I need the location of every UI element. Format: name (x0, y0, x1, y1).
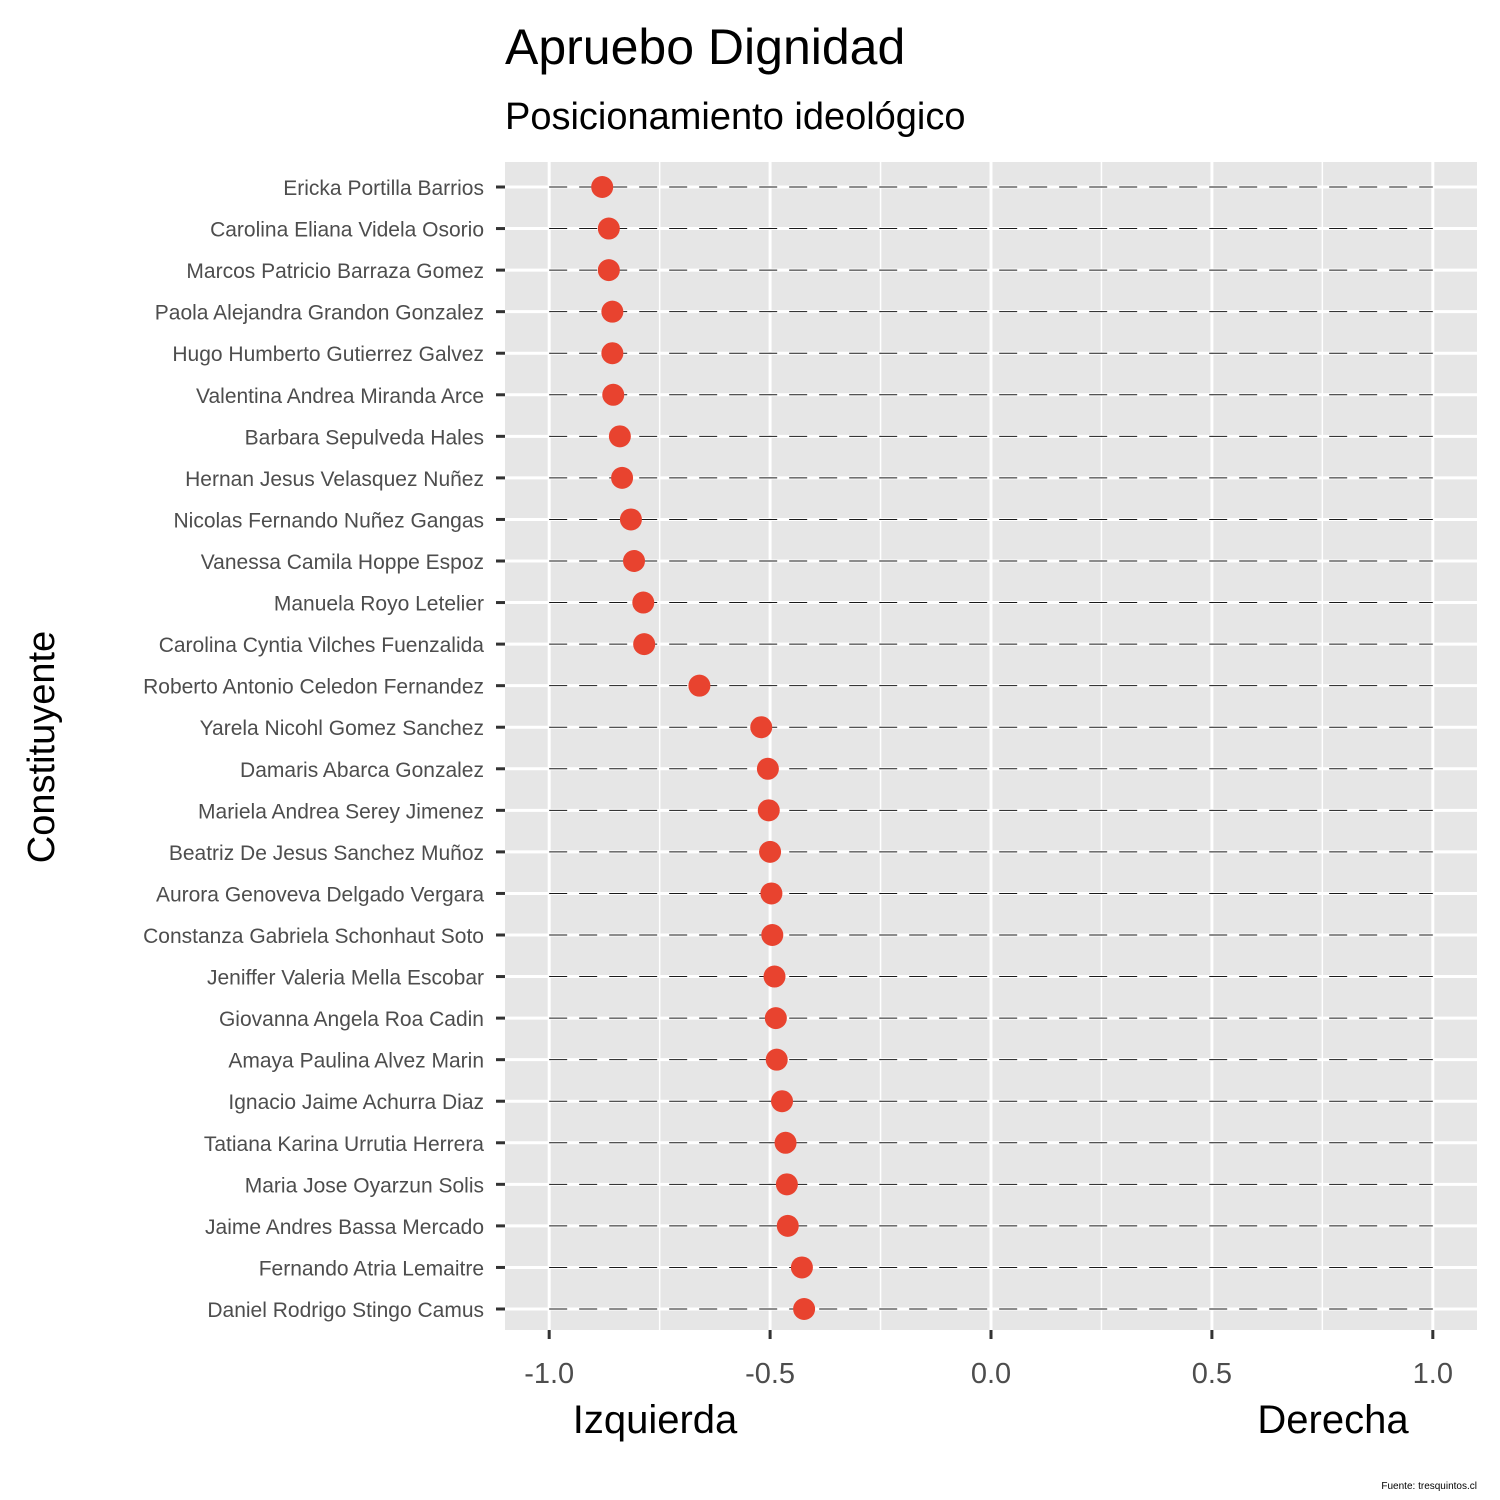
y-tick-label: Jaime Andres Bassa Mercado (205, 1216, 484, 1239)
y-tick-label: Paola Alejandra Grandon Gonzalez (155, 302, 484, 325)
chart-title: Apruebo Dignidad (505, 19, 905, 75)
data-point (759, 840, 782, 863)
y-tick-label: Constanza Gabriela Schonhaut Soto (143, 925, 484, 948)
grid-minor (658, 162, 1324, 1330)
data-point (591, 176, 614, 198)
y-tick-label: Mariela Andrea Serey Jimenez (198, 800, 484, 823)
data-point (597, 259, 620, 282)
data-point (608, 425, 631, 448)
y-tick-label: Barbara Sepulveda Hales (245, 426, 484, 449)
y-tick-label: Ericka Portilla Barrios (283, 177, 484, 200)
data-point (764, 1007, 787, 1030)
data-point (633, 633, 656, 656)
y-tick-label: Vanessa Camila Hoppe Espoz (201, 551, 484, 574)
data-point (774, 1131, 797, 1154)
data-point (775, 1173, 798, 1196)
data-point (601, 300, 624, 323)
y-tick-label: Carolina Cyntia Vilches Fuenzalida (159, 634, 485, 657)
y-tick-label: Tatiana Karina Urrutia Herrera (204, 1133, 484, 1156)
data-point (761, 924, 784, 946)
y-tick-label: Manuela Royo Letelier (274, 593, 484, 616)
data-point (771, 1090, 794, 1113)
y-tick-label: Amaya Paulina Alvez Marin (228, 1050, 484, 1073)
y-tick-label: Marcos Patricio Barraza Gomez (186, 260, 484, 283)
y-tick-label: Carolina Eliana Videla Osorio (210, 219, 484, 242)
y-tick-label: Giovanna Angela Roa Cadin (219, 1008, 484, 1031)
data-point (776, 1214, 799, 1237)
data-point (765, 1048, 788, 1071)
x-tick-label: -1.0 (524, 1358, 574, 1390)
data-point (790, 1256, 813, 1279)
y-tick-label: Fernando Atria Lemaitre (259, 1257, 484, 1280)
y-axis-title: Constituyente (21, 631, 63, 863)
data-point (763, 965, 786, 988)
y-tick-label: Jeniffer Valeria Mella Escobar (207, 967, 484, 990)
x-tick-label: -0.5 (745, 1358, 795, 1390)
x-tick-label: 0.5 (1192, 1358, 1232, 1390)
segment-lines (549, 186, 1433, 1310)
x-tick-label: 0.0 (971, 1358, 1011, 1390)
data-point (611, 466, 634, 489)
data-point (750, 716, 773, 739)
data-point (632, 591, 655, 614)
y-tick-label: Beatriz De Jesus Sanchez Muñoz (169, 842, 484, 865)
data-point (688, 674, 711, 697)
y-tick-label: Maria Jose Oyarzun Solis (245, 1174, 484, 1197)
data-point (623, 550, 646, 572)
y-tick-label: Aurora Genoveva Delgado Vergara (156, 883, 484, 906)
caption: Fuente: tresquintos.cl (1381, 1481, 1477, 1492)
y-tick-label: Valentina Andrea Miranda Arce (196, 385, 484, 408)
x-label-left: Izquierda (573, 1398, 738, 1442)
data-point (757, 799, 780, 822)
data-point (793, 1298, 816, 1320)
y-tick-label: Hugo Humberto Gutierrez Galvez (172, 343, 484, 366)
y-tick-label: Daniel Rodrigo Stingo Camus (207, 1299, 484, 1322)
data-point (760, 882, 783, 905)
x-label-right: Derecha (1257, 1398, 1409, 1442)
data-point (601, 342, 624, 365)
chart-subtitle: Posicionamiento ideológico (505, 96, 966, 138)
y-tick-label: Hernan Jesus Velasquez Nuñez (185, 468, 484, 491)
y-axis: Ericka Portilla Barrios Carolina Eliana V… (143, 177, 505, 1322)
x-axis: -1.0 -0.5 0.0 0.5 1.0 (524, 1330, 1453, 1390)
data-point (597, 217, 620, 240)
data-point (756, 757, 779, 780)
y-tick-label: Ignacio Jaime Achurra Diaz (228, 1091, 484, 1114)
x-tick-label: 1.0 (1413, 1358, 1453, 1390)
data-point (602, 383, 625, 406)
y-tick-label: Roberto Antonio Celedon Fernandez (143, 676, 484, 699)
y-tick-label: Yarela Nicohl Gomez Sanchez (200, 717, 484, 740)
data-points (591, 176, 816, 1320)
y-tick-label: Nicolas Fernando Nuñez Gangas (173, 509, 484, 532)
y-tick-label: Damaris Abarca Gonzalez (240, 759, 484, 782)
data-point (619, 508, 642, 531)
